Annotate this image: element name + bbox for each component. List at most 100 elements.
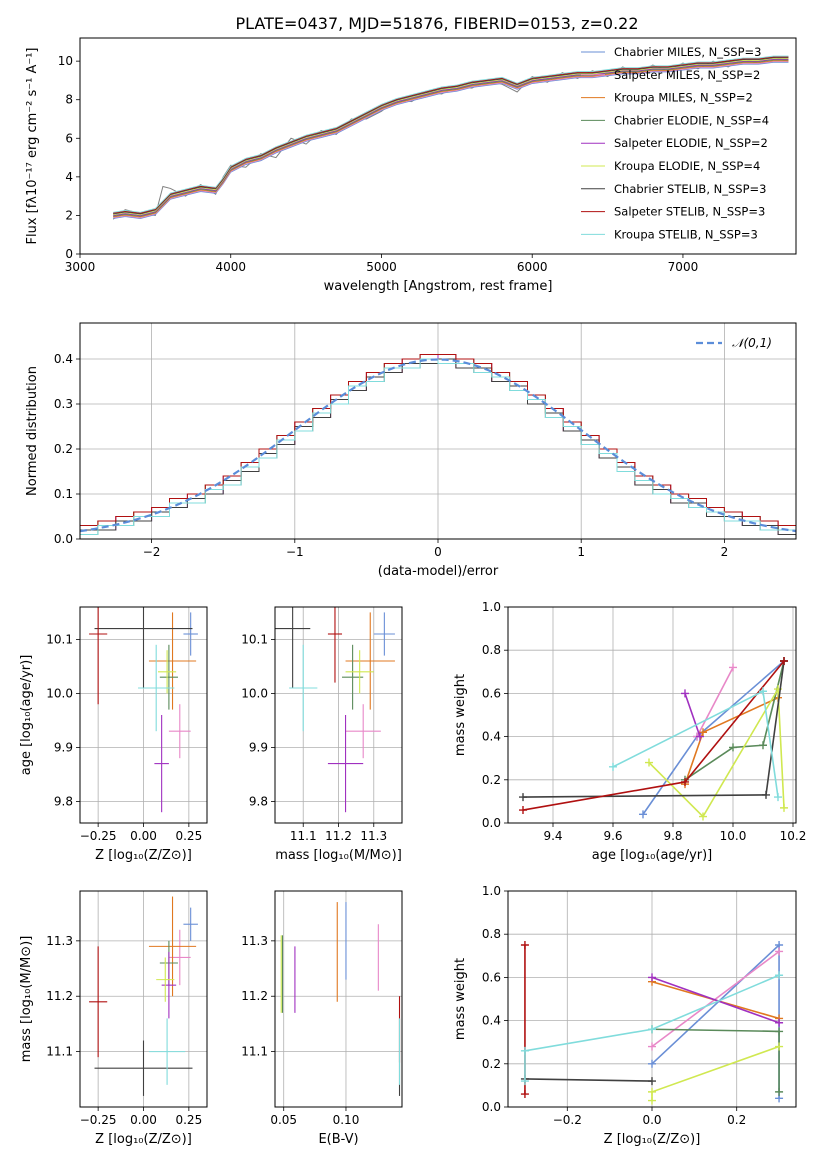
mass-weight-point (648, 1087, 656, 1096)
x-tick-label: 1 (577, 545, 585, 559)
mass-weight-point (774, 793, 782, 802)
y-tick-label: 8 (65, 93, 73, 107)
axes-frame (507, 890, 797, 1108)
axes-frame (79, 606, 208, 824)
x-tick-label: 0.25 (175, 829, 202, 843)
x-tick-label: 4000 (215, 260, 246, 274)
x-tick-label: 9.6 (603, 829, 622, 843)
mass-weight-point (729, 743, 737, 752)
x-tick-label: 0 (434, 545, 442, 559)
mass-weight-point (775, 1042, 784, 1051)
panel-mass-weight-vs-age: 9.4 9.6 9.8 10.0 10.2 0.0 0.2 0.4 0.6 0.8 1.0 age [… (453, 600, 806, 863)
mass-weight-point (759, 741, 767, 750)
model-spectrum-line (113, 60, 789, 218)
x-axis-label: Z [log₁₀(Z/Z⊙)] (604, 1132, 701, 1147)
x-axis-label: age [log₁₀(age/yr)] (592, 848, 713, 863)
mass-weight-point (520, 1077, 529, 1086)
mass-weight-line (612, 690, 779, 798)
mass-weight-point (520, 941, 529, 949)
mass-weight-line (651, 1028, 780, 1092)
mass-weight-line (651, 976, 780, 1024)
axes-frame (79, 37, 797, 255)
mass-weight-line (651, 1045, 780, 1101)
x-tick-label: 0.10 (333, 1113, 360, 1127)
mass-weight-point (648, 1077, 656, 1086)
normal-curve (80, 358, 796, 533)
x-tick-label: 0.00 (130, 1113, 157, 1127)
x-tick-label: 11.3 (360, 829, 387, 843)
y-tick-label: 11.2 (241, 989, 268, 1003)
model-spectrum-line (113, 55, 789, 213)
y-tick-label: 11.3 (46, 934, 73, 948)
model-spectrum-line (113, 61, 789, 219)
plot-area (519, 657, 788, 821)
x-axis-label: Z [log₁₀(Z/Z⊙)] (95, 1132, 192, 1147)
x-tick-label: 0.2 (727, 1113, 746, 1127)
model-spectrum-line (113, 61, 789, 219)
mass-weight-line (522, 660, 785, 798)
plot-area (112, 55, 789, 220)
model-spectrum-line (113, 57, 789, 215)
plot-area (80, 354, 796, 539)
axes-frame (79, 322, 797, 540)
axes-frame (274, 606, 403, 824)
y-tick-label: 1.0 (482, 600, 501, 614)
x-tick-label: −0.2 (553, 1113, 582, 1127)
mass-weight-point (775, 947, 784, 956)
model-spectrum-line (113, 57, 789, 216)
plot-area (89, 896, 198, 1096)
x-axis-label: Z [log₁₀(Z/Z⊙)] (95, 848, 192, 863)
x-axis-label: wavelength [Angstrom, rest frame] (324, 279, 553, 294)
model-spectrum-line (113, 56, 789, 214)
legend-entry: Kroupa MILES, N_SSP=2 (614, 91, 753, 105)
y-tick-label: 9.8 (54, 794, 73, 808)
plot-area (275, 607, 395, 813)
mass-weight-point (699, 728, 707, 737)
mass-weight-point (681, 777, 689, 786)
mass-weight-line (684, 693, 701, 737)
panel-mass-vs-Z: −0.25 0.00 0.25 11.1 11.2 11.3 Z [log₁₀(Z/Z⊙)]… (19, 890, 208, 1147)
x-tick-label: 3000 (65, 260, 96, 274)
y-tick-label: 11.1 (241, 1045, 268, 1059)
y-tick-label: 4 (65, 170, 73, 184)
y-tick-label: 1.0 (482, 884, 501, 898)
y-tick-label: 0.2 (482, 1057, 501, 1071)
mass-weight-point (729, 663, 737, 672)
mass-weight-line (522, 660, 785, 811)
x-tick-label: 10.2 (780, 829, 807, 843)
mass-weight-point (699, 812, 707, 821)
x-tick-label: 5000 (366, 260, 397, 274)
mass-weight-point (775, 1027, 784, 1036)
y-axis-label: Flux [fλ10⁻¹⁷ erg cm⁻² s⁻¹ A⁻¹] (25, 48, 40, 245)
histogram-step (80, 354, 796, 539)
x-tick-label: −0.25 (80, 829, 117, 843)
x-axis-label: (data-model)/error (378, 564, 499, 579)
model-spectrum-line (113, 59, 789, 217)
y-tick-label: 0.3 (54, 397, 73, 411)
y-tick-label: 0.4 (482, 1014, 501, 1028)
mass-weight-point (648, 973, 656, 982)
axes-frame (507, 606, 797, 824)
mass-weight-point (648, 1025, 656, 1034)
mass-weight-point (681, 689, 689, 698)
figure-title: PLATE=0437, MJD=51876, FIBERID=0153, z=0… (235, 14, 638, 33)
mass-weight-line (696, 667, 734, 737)
legend-entry: Chabrier MILES, N_SSP=3 (614, 45, 761, 59)
mass-weight-point (762, 790, 770, 799)
x-tick-label: 2 (721, 545, 729, 559)
mass-weight-line (651, 950, 780, 1048)
legend-entry: Kroupa ELODIE, N_SSP=4 (614, 159, 760, 173)
x-tick-label: 6000 (517, 260, 548, 274)
mass-weight-point (519, 806, 527, 815)
y-tick-label: 9.9 (249, 740, 268, 754)
y-tick-label: 0.8 (482, 643, 501, 657)
histogram-step (80, 358, 796, 539)
y-tick-label: 10.1 (46, 632, 73, 646)
mass-weight-point (648, 1042, 656, 1051)
mass-weight-point (648, 1096, 656, 1105)
y-axis-label: mass weight (453, 674, 468, 756)
y-tick-label: 0.0 (482, 1100, 501, 1114)
y-tick-label: 9.9 (54, 740, 73, 754)
mass-weight-point (775, 1087, 784, 1096)
